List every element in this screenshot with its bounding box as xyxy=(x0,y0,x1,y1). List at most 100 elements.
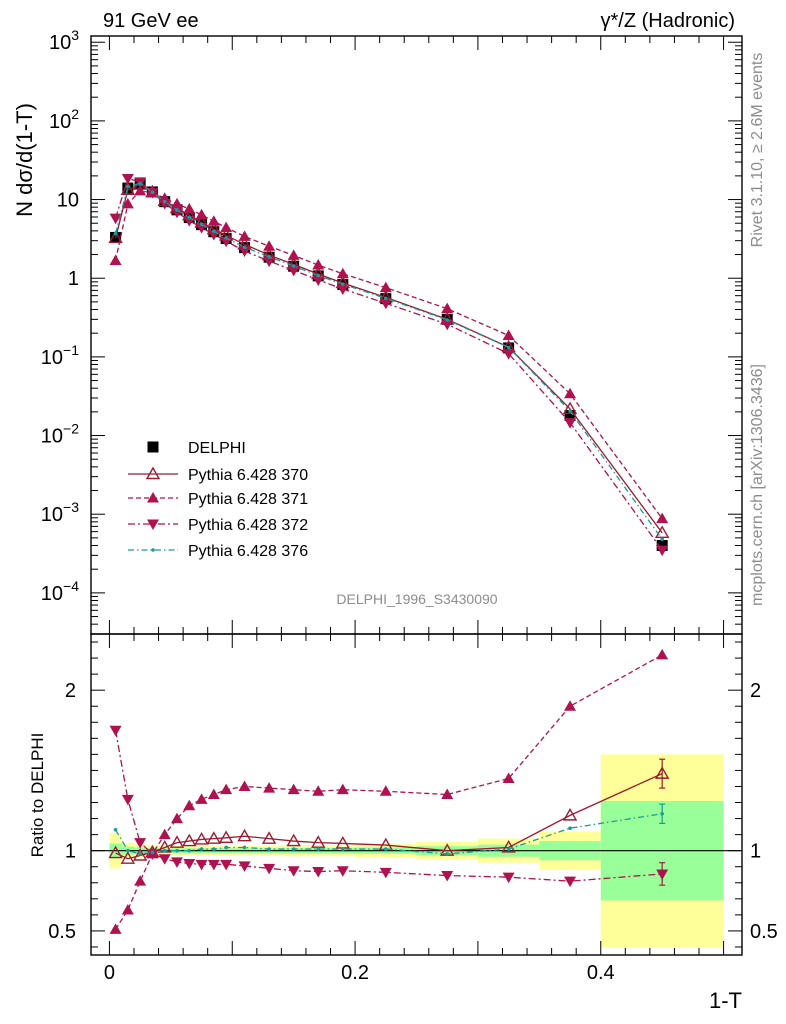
y-tick-label: 102 xyxy=(49,106,79,133)
data-point-s3 xyxy=(379,298,392,310)
data-point-s4 xyxy=(445,318,450,322)
ratio-point-s3 xyxy=(220,859,233,871)
data-point-s3 xyxy=(121,174,134,185)
ratio-plot-area: 0 0.2 0.4 2 2 1 1 0.5 0.5 xyxy=(48,633,778,984)
legend-label-372: Pythia 6.428 372 xyxy=(188,517,308,534)
main-ylabel: N dσ/d(1-T) xyxy=(12,103,37,217)
ratio-point-s3 xyxy=(441,871,454,882)
ratio-point-s4 xyxy=(242,845,247,850)
ratio-point-s1 xyxy=(194,832,209,845)
mcplots-label: mcplots.cern.ch [arXiv:1306.3436] xyxy=(749,364,766,606)
ratio-point-s3 xyxy=(263,863,276,875)
ratio-point-s3 xyxy=(502,872,515,884)
ratio-point-s3 xyxy=(238,861,251,872)
data-point-s0 xyxy=(564,409,576,421)
watermark-label: DELPHI_1996_S3430090 xyxy=(336,591,497,607)
ratio-frame xyxy=(90,633,743,956)
y-tick-exponent: −3 xyxy=(63,499,79,515)
legend-label-371: Pythia 6.428 371 xyxy=(188,491,308,508)
ratio-point-s4 xyxy=(224,845,228,850)
data-point-s1 xyxy=(108,230,123,244)
ratio-point-s1 xyxy=(169,835,185,848)
ratio-point-s1 xyxy=(261,831,277,844)
ratio-point-s2 xyxy=(134,875,147,886)
data-point-s2 xyxy=(656,512,669,524)
ratio-point-s3 xyxy=(121,794,134,806)
ratio-point-s3 xyxy=(170,857,183,868)
data-point-s4 xyxy=(150,190,155,195)
data-point-s4 xyxy=(224,236,228,240)
data-point-s4 xyxy=(138,181,142,186)
ratio-point-s3 xyxy=(134,838,147,849)
ratio-point-s4 xyxy=(150,850,155,855)
data-point-s2 xyxy=(287,249,300,260)
data-point-s4 xyxy=(291,264,296,268)
ratio-y-tick-label-right: 1 xyxy=(750,841,761,863)
ratio-point-s3 xyxy=(158,854,171,865)
data-point-s4 xyxy=(660,537,664,542)
ratio-point-s3 xyxy=(207,859,220,871)
data-point-s3 xyxy=(287,265,300,277)
ratio-point-s4 xyxy=(267,847,271,851)
y-tick-exponent: −2 xyxy=(63,421,79,437)
ratio-point-s2 xyxy=(195,793,208,804)
ratio-point-s1 xyxy=(311,835,326,848)
ratio-ylabel: Ratio to DELPHI xyxy=(28,733,47,858)
data-point-s2 xyxy=(336,267,349,279)
data-point-s3 xyxy=(263,256,276,268)
ratio-point-s2 xyxy=(263,782,276,793)
data-point-s2 xyxy=(134,184,147,196)
y-tick-label: 1 xyxy=(68,268,79,290)
ratio-point-s2 xyxy=(441,788,454,799)
ratio-point-s2 xyxy=(502,772,515,783)
data-point-s0 xyxy=(656,540,668,552)
y-tick-mantissa: 10 xyxy=(49,111,71,133)
ratio-point-s2 xyxy=(238,780,251,791)
x-tick-label: 0 xyxy=(104,962,115,984)
data-point-s4 xyxy=(383,296,388,301)
data-point-s2 xyxy=(379,281,392,293)
ratio-point-s1 xyxy=(218,830,234,844)
data-point-s2 xyxy=(207,215,220,226)
ratio-point-s4 xyxy=(506,847,511,851)
data-point-s4 xyxy=(267,255,271,259)
ratio-point-s2 xyxy=(379,785,392,796)
y-tick-exponent: −4 xyxy=(63,578,79,594)
legend-label-376: Pythia 6.428 376 xyxy=(188,543,308,560)
ratio-point-s1 xyxy=(120,851,136,864)
ratio-point-s4 xyxy=(126,848,130,853)
y-tick-label: 10−2 xyxy=(41,421,79,448)
legend-marker-2 xyxy=(147,492,159,503)
data-point-s3 xyxy=(564,418,577,429)
ratio-point-s4 xyxy=(383,847,388,851)
ratio-point-s2 xyxy=(109,923,122,934)
series-line-4 xyxy=(114,182,663,540)
ratio-point-s4 xyxy=(199,847,204,851)
y-tick-label: 10−3 xyxy=(41,499,79,526)
ratio-point-s1 xyxy=(182,833,197,847)
ratio-point-s4 xyxy=(113,828,118,832)
data-point-s4 xyxy=(162,199,167,204)
data-point-s3 xyxy=(441,319,454,331)
data-point-s3 xyxy=(109,213,122,225)
legend-marker-0 xyxy=(147,441,159,453)
ratio-point-s2 xyxy=(158,828,171,840)
x-axis-label: 1-T xyxy=(709,988,742,1013)
ratio-point-s2 xyxy=(183,799,196,811)
ratio-y-tick-label-right: 2 xyxy=(750,680,761,702)
ratio-point-s4 xyxy=(162,848,167,853)
data-point-s2 xyxy=(238,230,251,241)
ratio-point-s2 xyxy=(170,812,183,824)
ratio-point-s2 xyxy=(220,783,233,795)
data-point-s2 xyxy=(502,329,515,340)
legend-label-370: Pythia 6.428 370 xyxy=(188,467,308,484)
ratio-line-3 xyxy=(115,813,663,855)
y-tick-label: 10−1 xyxy=(41,342,79,369)
data-point-s1 xyxy=(562,401,578,415)
data-point-s2 xyxy=(441,302,454,314)
data-point-s2 xyxy=(195,208,208,220)
ratio-y-tick-label-right: 0.5 xyxy=(750,921,778,943)
ratio-point-s4 xyxy=(291,847,296,851)
ratio-line-1 xyxy=(115,654,663,930)
legend-marker-1 xyxy=(145,466,161,480)
